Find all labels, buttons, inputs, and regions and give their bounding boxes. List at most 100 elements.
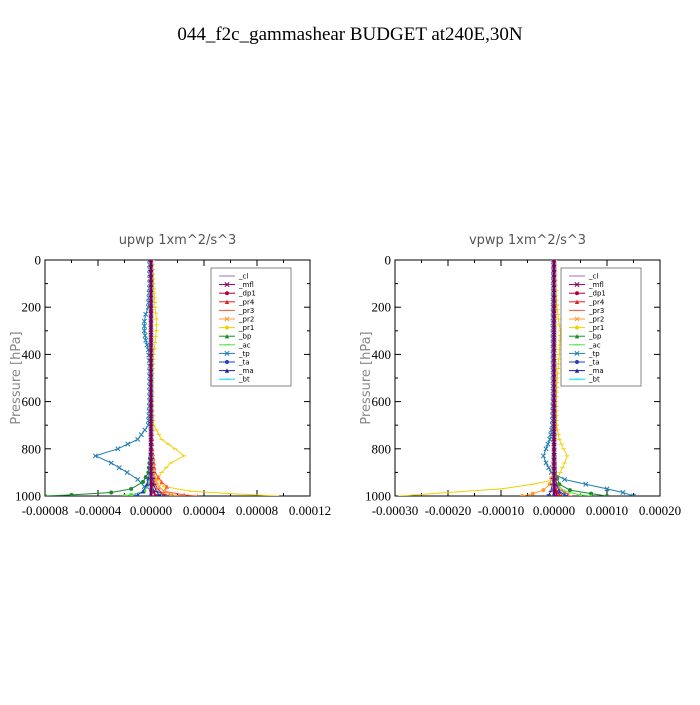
legend-label: _ta (238, 359, 250, 367)
legend-label: _bp (588, 333, 602, 341)
series-point-ta (566, 493, 569, 496)
series-point-pr2 (174, 493, 181, 496)
legend-label: _ma (588, 367, 604, 375)
y-tick-label: 0 (35, 253, 42, 268)
y-tick-label: 200 (22, 300, 42, 315)
legend-marker (575, 360, 579, 364)
legend-label: _pr1 (588, 324, 604, 332)
series-point-tp (135, 476, 141, 483)
y-tick-label: 0 (385, 253, 392, 268)
legend-label: _pr4 (588, 298, 605, 306)
series-point-tp (138, 432, 144, 438)
series-point-ac (590, 493, 593, 496)
x-tick-label: 0.00010 (586, 503, 628, 518)
series-point-bp (69, 492, 74, 496)
legend-label: _dp1 (238, 290, 256, 298)
legend-box (560, 267, 642, 387)
chart-panel-1: upwp 1xm^2/s^3 Pressure [hPa] 0 200 400 600 80… (9, 233, 331, 518)
x-tick-label: -0.00030 (372, 503, 419, 518)
legend-marker (224, 350, 230, 356)
series-point-tp (141, 328, 147, 334)
legend-marker (225, 360, 229, 364)
series-point-tp (630, 493, 637, 496)
series-point-tp (142, 332, 148, 339)
series-point-tp (142, 427, 148, 433)
series-point-pr3 (164, 484, 170, 489)
series-point-tp (92, 453, 98, 459)
y-tick-label: 400 (22, 347, 42, 362)
legend-label: _ac (238, 341, 251, 349)
chart-title: upwp 1xm^2/s^3 (119, 233, 237, 248)
series-point-pr2 (541, 488, 546, 493)
series-point-tp (562, 476, 568, 483)
series-point-pr3 (156, 474, 161, 480)
legend-box (210, 267, 292, 387)
x-tick-label: 0.00020 (639, 503, 681, 518)
y-tick-label: 1000 (365, 489, 391, 504)
legend-label: _ma (238, 367, 254, 375)
series-point-pr2 (530, 491, 535, 496)
x-tick-label: -0.00020 (425, 503, 472, 518)
series-point-tp (115, 446, 121, 452)
x-tick-label: 0.00000 (533, 503, 575, 518)
legend-label: _cl (588, 273, 598, 281)
legend-label: _bt (588, 376, 600, 384)
series-group (45, 260, 280, 496)
x-tick-label: 0.00000 (130, 503, 172, 518)
x-tick-label: -0.00004 (75, 503, 122, 518)
series-point-bp (141, 479, 146, 484)
series-point-tp (141, 323, 147, 329)
series-point-tp (540, 453, 546, 459)
series-point-pr2 (153, 479, 159, 485)
series-point-bp (143, 475, 148, 480)
series-point-tp (124, 469, 130, 475)
legend-marker (224, 334, 230, 339)
x-tick-label: 0.00008 (236, 503, 278, 518)
y-axis-label: Pressure [hPa] (9, 331, 24, 424)
series-point-tp (547, 436, 553, 442)
legend: _cl_mfl_dp1_pr4_pr3_pr2_pr1_bp_ac_tp_ta_… (210, 267, 292, 387)
series-point-tp (144, 342, 150, 348)
series-point-ta (562, 492, 567, 496)
x-tick-label: 0.00004 (183, 503, 226, 518)
series-point-pr3 (159, 479, 164, 485)
legend-label: _tp (588, 350, 600, 358)
figure-title: 044_f2c_gammashear BUDGET at240E,30N (177, 24, 523, 45)
legend-marker (574, 316, 580, 322)
series-point-tp (543, 446, 549, 452)
y-tick-label: 800 (372, 441, 392, 456)
legend-label: _tp (238, 350, 250, 358)
series-point-bp (567, 488, 572, 493)
y-axis-label: Pressure [hPa] (359, 331, 374, 424)
y-tick-label: 800 (22, 441, 42, 456)
legend-label: _pr4 (238, 298, 255, 306)
legend-label: _pr2 (238, 316, 254, 324)
legend-label: _dp1 (588, 290, 606, 298)
legend-marker (224, 316, 230, 322)
legend-marker (575, 325, 579, 330)
series-point-ac (578, 492, 583, 496)
x-tick-label: -0.00010 (478, 503, 525, 518)
series-point-pr2 (547, 482, 552, 487)
legend-marker (574, 282, 580, 288)
legend-label: _pr3 (238, 307, 254, 315)
x-tick-label: -0.00008 (22, 503, 69, 518)
legend-marker (574, 299, 580, 304)
series-point-tp (141, 318, 147, 324)
series-point-ta (134, 493, 137, 496)
series-point-pr3 (182, 492, 186, 496)
legend: _cl_mfl_dp1_pr4_pr3_pr2_pr1_bp_ac_tp_ta_… (560, 267, 642, 387)
legend-marker (224, 368, 230, 373)
legend-label: _pr1 (238, 324, 254, 332)
y-tick-label: 400 (372, 347, 392, 362)
series-point-bp (109, 490, 114, 495)
series-point-tp (543, 460, 549, 466)
chart-title: vpwp 1xm^2/s^3 (469, 233, 586, 248)
legend-marker (224, 282, 230, 288)
chart-panel-2: vpwp 1xm^2/s^3 Pressure [hPa] 0 200 400 600 80… (359, 233, 681, 518)
legend-marker (225, 325, 229, 330)
legend-label: _pr2 (588, 316, 604, 324)
series-point-bp (129, 486, 134, 491)
